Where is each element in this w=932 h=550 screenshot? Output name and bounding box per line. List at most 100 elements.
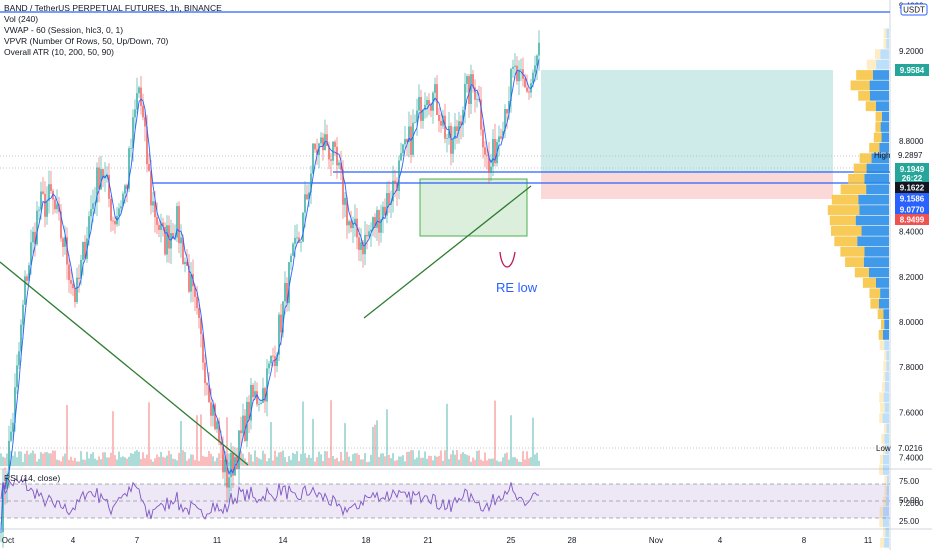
re-low-annotation[interactable]: RE low	[496, 280, 538, 295]
volume-bar	[266, 461, 268, 466]
candle-body	[142, 105, 144, 118]
candle-body	[516, 65, 518, 82]
symbol-title[interactable]: BAND / TetherUS PERPETUAL FUTURES, 1h, B…	[4, 3, 222, 13]
target-zone[interactable]	[541, 70, 833, 173]
volume-bar	[288, 456, 290, 466]
volume-bar	[400, 456, 402, 466]
candle-body	[352, 223, 354, 229]
candle-body	[294, 237, 296, 244]
ascending-trendline[interactable]	[363, 185, 532, 319]
level-price-value: 9.0770	[900, 206, 925, 215]
vol-indicator-label[interactable]: Vol (240)	[4, 14, 39, 24]
candle-body	[534, 65, 536, 73]
candle-body	[176, 206, 178, 238]
volume-bar	[2, 456, 4, 466]
volume-bar	[332, 456, 334, 466]
candle-body	[72, 283, 74, 289]
volume-bar	[284, 457, 286, 466]
volume-bar	[48, 453, 50, 466]
volume-bar	[250, 454, 252, 466]
candle-body	[260, 402, 262, 405]
time-tick-label: Oct	[2, 536, 15, 545]
target-price-tag	[895, 64, 929, 76]
volume-bar	[480, 459, 482, 466]
candle-body	[110, 199, 112, 221]
volume-bar	[538, 460, 540, 466]
volume-bar	[468, 455, 470, 466]
volume-bar	[464, 454, 466, 466]
volume-bar	[500, 461, 502, 466]
candle-body	[74, 288, 76, 302]
candle-body	[528, 91, 530, 93]
entry-price-tag	[895, 182, 929, 193]
stop-zone[interactable]	[541, 173, 833, 199]
volume-bar	[376, 420, 378, 466]
volume-bar	[180, 421, 182, 466]
volume-profile-down-row	[845, 257, 864, 267]
volume-bar	[194, 460, 196, 466]
candle-body	[188, 265, 190, 292]
candle-body	[50, 184, 52, 191]
volume-bar	[526, 451, 528, 466]
rsi-axis[interactable]: 75.00 50.00 25.00	[899, 477, 920, 526]
candle-body	[168, 225, 170, 249]
volume-bar	[42, 453, 44, 466]
rsi-indicator-label[interactable]: RSI (14, close)	[4, 473, 61, 483]
volume-profile-down-row	[840, 184, 867, 195]
price-pane[interactable]	[0, 0, 890, 468]
vwap-indicator-label[interactable]: VWAP - 60 (Session, hlc3, 0, 1)	[4, 25, 124, 35]
volume-bar	[102, 452, 104, 466]
volume-bar	[390, 458, 392, 466]
candle-body	[52, 190, 54, 200]
volume-bar	[174, 459, 176, 466]
volume-bar	[18, 451, 20, 466]
candle-body	[224, 459, 226, 473]
volume-bar	[516, 458, 518, 466]
price-axis[interactable]: 10.200010.00009.80009.60009.40009.20008.…	[899, 0, 928, 508]
volume-bar	[26, 450, 28, 466]
volume-profile-down-row	[834, 236, 858, 247]
volume-bar	[466, 454, 468, 466]
candle-body	[240, 430, 242, 434]
volume-bar	[302, 401, 304, 466]
volume-profile-down-row	[877, 309, 884, 319]
volume-profile-down-row	[883, 38, 887, 49]
volume-bar	[86, 451, 88, 466]
re-low-curve[interactable]	[499, 251, 516, 268]
volume-bar	[62, 456, 64, 466]
volume-bar	[262, 450, 264, 466]
volume-bar	[136, 450, 138, 466]
volume-profile-down-row	[840, 246, 865, 257]
volume-bar	[490, 458, 492, 466]
candle-body	[468, 76, 470, 104]
volume-bar	[382, 453, 384, 466]
volume-bar	[530, 457, 532, 466]
candle-body	[154, 201, 156, 218]
candle-body	[180, 237, 182, 244]
volume-bar	[496, 460, 498, 466]
candle-body	[268, 363, 270, 369]
time-axis[interactable]: Oct 4 7 11 14 18 21 25 28 Nov 4 8 11	[2, 536, 873, 545]
volume-bar	[512, 457, 514, 466]
volume-profile-down-row	[884, 475, 887, 486]
price-tick-label: 7.2000	[899, 499, 924, 508]
volume-profile-up-row	[884, 340, 889, 351]
candle-body	[300, 241, 302, 243]
candle-body	[248, 401, 250, 421]
atr-indicator-label[interactable]: Overall ATR (10, 200, 50, 90)	[4, 47, 114, 57]
volume-bar	[120, 457, 122, 466]
consolidation-box[interactable]	[419, 178, 528, 237]
volume-profile	[827, 28, 889, 548]
currency-label: USDT	[903, 6, 925, 15]
volume-profile-up-row	[882, 330, 889, 340]
candle-body	[244, 415, 246, 441]
volume-bar	[128, 456, 130, 466]
volume-profile-up-row	[869, 80, 889, 91]
volume-bar	[510, 415, 512, 466]
volume-bar	[472, 457, 474, 466]
volume-bar	[118, 451, 120, 466]
descending-trendline[interactable]	[0, 261, 249, 466]
vpvr-indicator-label[interactable]: VPVR (Number Of Rows, 50, Up/Down, 70)	[4, 36, 169, 46]
price-tick-label: 7.4000	[899, 454, 924, 463]
